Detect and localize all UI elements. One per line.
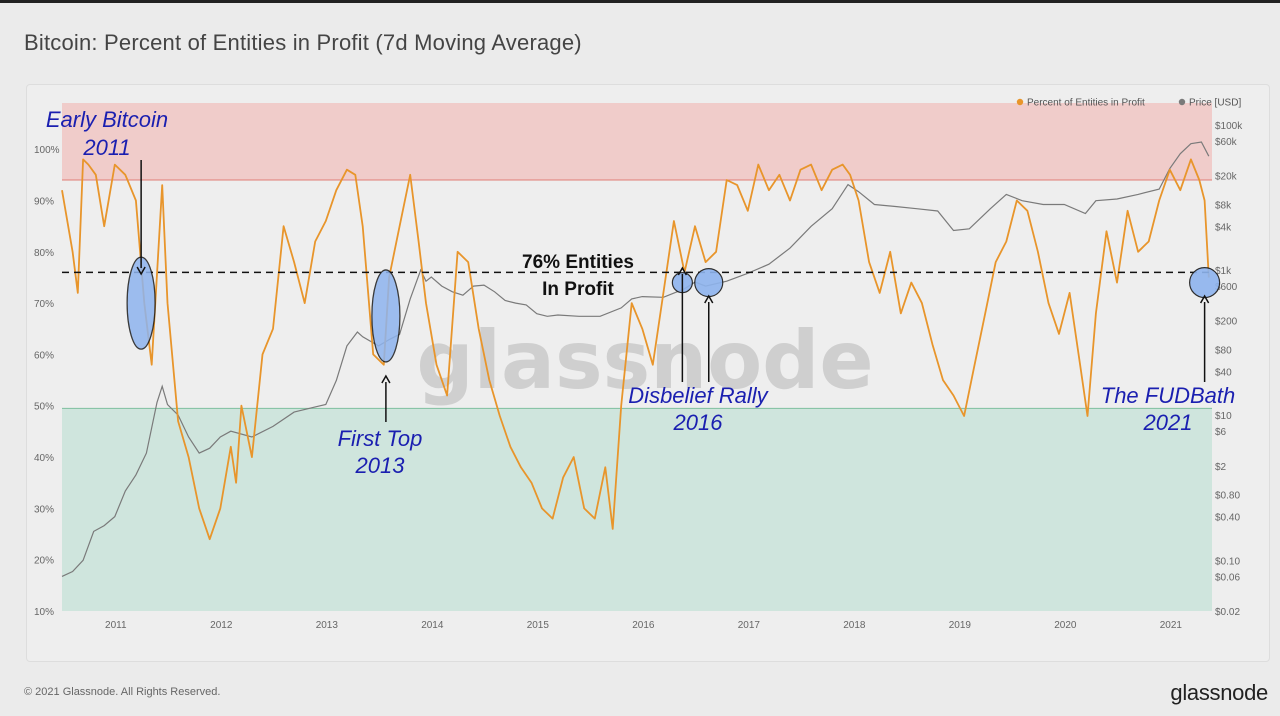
right-tick-label: $10 [1215,411,1232,422]
profit-line [61,158,1210,541]
right-tick-label: $1k [1215,266,1232,277]
right-tick-label: $600 [1215,282,1238,293]
annotation-label-line2: 2013 [355,453,406,478]
arrow-head [381,374,391,384]
right-tick-label: $100k [1215,121,1243,132]
right-tick-label: $2 [1215,462,1227,473]
x-tick-label: 2011 [105,620,127,631]
x-tick-label: 2017 [738,620,761,631]
legend-label: Percent of Entities in Profit [1027,98,1145,109]
left-tick-label: 20% [34,556,54,567]
right-tick-label: $200 [1215,317,1238,328]
copyright-footer: © 2021 Glassnode. All Rights Reserved. [24,686,221,698]
right-tick-label: $0.40 [1215,513,1240,524]
reference-label-line1: 76% Entities [522,252,634,273]
lower-band [62,408,1212,611]
chart-title: Bitcoin: Percent of Entities in Profit (… [24,30,582,55]
x-axis-ticks: 2011 2012 2013 2014 2015 2016 2017 2018 2019 2020… [105,620,1182,631]
arrow-head [1199,294,1210,304]
legend-marker [1178,98,1186,106]
right-tick-label: $80 [1215,346,1232,357]
legend: Percent of Entities in Profit Price [USD] [1016,98,1241,109]
left-tick-label: 50% [34,402,54,413]
right-tick-label: $0.80 [1215,491,1240,502]
arrow-head [677,266,688,276]
annotation-label-line2: 2021 [1143,410,1193,435]
right-tick-label: $4k [1215,222,1232,233]
x-tick-label: 2019 [949,620,972,631]
x-tick-label: 2016 [632,620,655,631]
x-tick-label: 2020 [1054,620,1077,631]
right-tick-label: $8k [1215,200,1232,211]
annotation-label-line1: Early Bitcoin [46,107,168,132]
price-line [61,141,1210,577]
x-tick-label: 2015 [527,620,550,631]
left-tick-label: 80% [34,248,54,259]
right-tick-label: $6 [1215,427,1227,438]
left-tick-label: 40% [34,453,54,464]
x-tick-label: 2018 [843,620,866,631]
glassnode-logo: glassnode [1170,680,1268,705]
annotation-label-line1: Disbelief Rally [628,383,769,408]
left-tick-label: 30% [34,504,54,515]
x-tick-label: 2021 [1160,620,1183,631]
left-axis-ticks: 100% 90% 80% 70% 60% 50% 40% 30% 20% 10% [34,145,60,618]
window-top-border [0,0,1280,3]
left-tick-label: 70% [34,299,54,310]
legend-marker [1016,98,1024,106]
x-tick-label: 2013 [316,620,339,631]
legend-label: Price [USD] [1189,98,1241,109]
x-tick-label: 2014 [421,620,444,631]
left-tick-label: 10% [34,607,54,618]
highlight-ellipse [126,256,156,350]
left-tick-label: 90% [34,196,54,207]
series-layer [61,141,1210,577]
x-tick-label: 2012 [210,620,233,631]
annotation-label-line2: 2011 [82,135,130,160]
highlight-ellipse [371,269,401,363]
right-axis-ticks: $100k $60k $20k $8k $4k $1k $600 $200 $80 $40 $10 $… [1215,121,1243,618]
right-tick-label: $20k [1215,172,1238,183]
right-tick-label: $40 [1215,367,1232,378]
highlight-circle [1189,266,1221,299]
annotation-label-line2: 2016 [673,410,724,435]
annotation-label-line1: First Top [338,426,423,451]
right-tick-label: $60k [1215,137,1238,148]
upper-band [62,103,1212,180]
right-tick-label: $0.06 [1215,572,1240,583]
arrow-head [704,294,714,304]
arrow-head [136,266,146,276]
left-tick-label: 100% [34,145,60,156]
reference-line-group: 76% Entities In Profit [62,252,1212,300]
right-tick-label: $0.02 [1215,607,1240,618]
right-tick-label: $0.10 [1215,556,1240,567]
reference-label-line2: In Profit [542,279,614,300]
annotation-label-line1: The FUDBath [1101,383,1236,408]
highlight-circle [694,267,724,298]
left-tick-label: 60% [34,350,54,361]
